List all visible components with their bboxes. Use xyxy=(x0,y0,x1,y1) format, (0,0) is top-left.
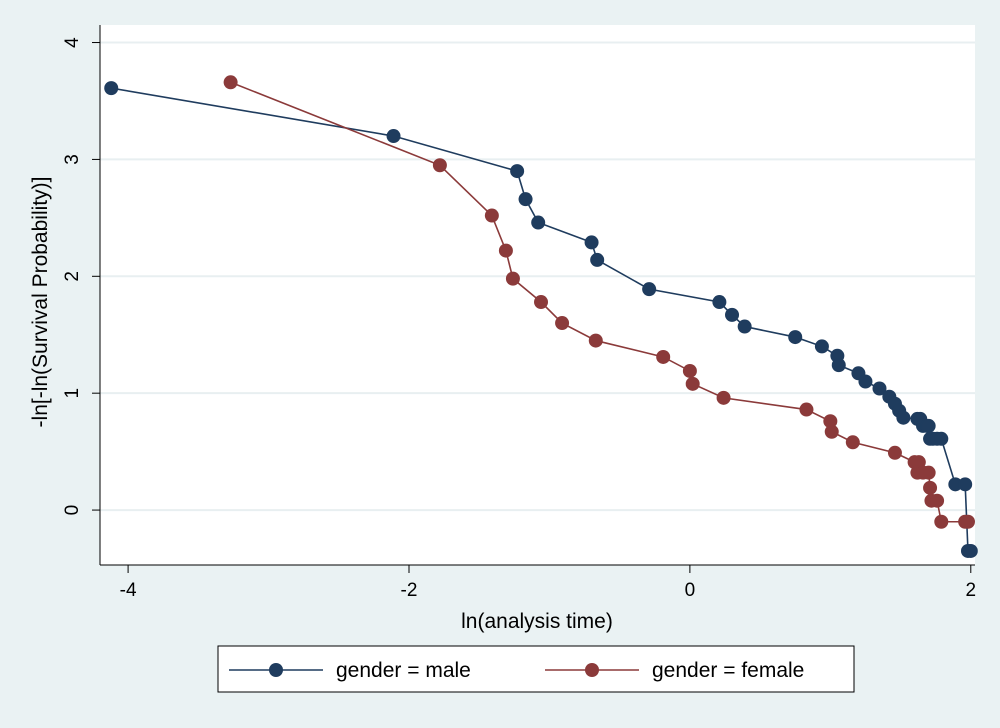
data-point xyxy=(930,493,945,508)
y-tick-label: 0 xyxy=(62,505,83,516)
y-axis-label: -ln[-ln(Survival Probability)] xyxy=(29,177,52,428)
data-point xyxy=(534,295,549,310)
data-point xyxy=(823,414,838,429)
data-point xyxy=(845,435,860,450)
data-point xyxy=(386,129,401,144)
data-point xyxy=(872,381,887,396)
x-tick-label: 2 xyxy=(965,580,976,601)
data-point xyxy=(104,81,119,96)
legend: gender = male gender = female xyxy=(217,645,855,693)
data-point xyxy=(788,330,803,345)
y-tick-label: 4 xyxy=(62,37,83,48)
x-axis-label: ln(analysis time) xyxy=(461,610,613,633)
data-point xyxy=(588,333,603,348)
x-ticks: -4 -2 0 2 xyxy=(120,565,976,601)
legend-items: gender = male gender = female xyxy=(229,659,804,682)
data-point xyxy=(685,376,700,391)
series-male xyxy=(104,81,978,558)
x-tick-label: -4 xyxy=(120,580,137,601)
data-point xyxy=(814,339,829,354)
legend-label: gender = male xyxy=(336,659,471,682)
data-point xyxy=(682,363,697,378)
data-point xyxy=(921,465,936,480)
x-tick-label: 0 xyxy=(685,580,696,601)
data-point xyxy=(896,410,911,425)
series-layer xyxy=(104,75,978,558)
data-point xyxy=(712,295,727,310)
data-point xyxy=(498,243,513,258)
legend-box xyxy=(217,645,855,693)
x-tick-label: -2 xyxy=(401,580,418,601)
data-point xyxy=(555,316,570,331)
data-point xyxy=(518,192,533,207)
legend-label: gender = female xyxy=(652,659,804,682)
data-point xyxy=(963,543,978,558)
data-point xyxy=(887,445,902,460)
data-point xyxy=(725,307,740,322)
gridlines xyxy=(100,41,975,512)
data-point xyxy=(921,418,936,433)
data-point xyxy=(911,455,926,470)
data-point xyxy=(960,514,975,529)
series-female xyxy=(223,75,975,529)
legend-marker xyxy=(585,663,599,677)
legend-marker xyxy=(269,663,283,677)
y-tick-label: 2 xyxy=(62,271,83,282)
data-point xyxy=(656,349,671,364)
data-point xyxy=(824,424,839,439)
data-point xyxy=(831,358,846,373)
data-point xyxy=(590,252,605,267)
data-point xyxy=(432,158,447,173)
y-tick-label: 3 xyxy=(62,154,83,165)
data-point xyxy=(934,431,949,446)
data-point xyxy=(858,374,873,389)
data-point xyxy=(531,215,546,230)
data-point xyxy=(799,402,814,417)
data-point xyxy=(505,271,520,286)
data-point xyxy=(948,477,963,492)
plot-area xyxy=(100,25,975,565)
data-point xyxy=(958,477,973,492)
data-point xyxy=(484,208,499,223)
data-point xyxy=(716,390,731,405)
data-point xyxy=(737,319,752,334)
data-point xyxy=(642,282,657,297)
y-ticks: 0 1 2 3 4 xyxy=(62,37,100,516)
data-point xyxy=(923,480,938,495)
data-point xyxy=(584,235,599,250)
data-point xyxy=(223,75,238,90)
y-tick-label: 1 xyxy=(62,388,83,399)
data-point xyxy=(510,164,525,179)
data-point xyxy=(934,514,949,529)
